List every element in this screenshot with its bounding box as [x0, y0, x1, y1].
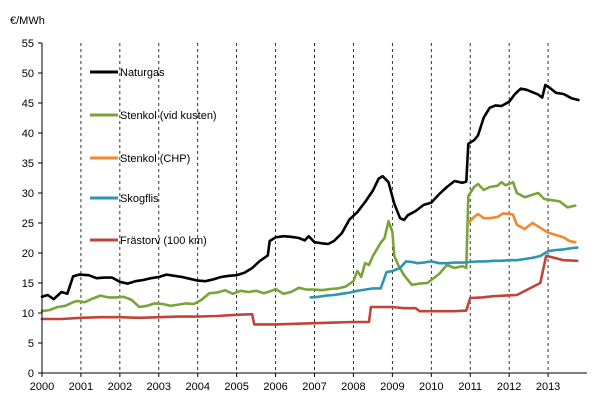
- y-tick-label: 55: [22, 38, 34, 50]
- x-tick-label: 2009: [380, 381, 404, 393]
- year-grid-lines: [80, 43, 549, 373]
- legend-label-stenkol-vid-kusten: Stenkol (vid kusten): [120, 110, 217, 122]
- series-line-stenkol-chp: [467, 212, 577, 244]
- x-tick-label: 2012: [497, 381, 521, 393]
- y-axis-ticks: 0 5 10 15 20 25 30 35 40 45 50 55: [22, 38, 42, 380]
- y-tick-label: 10: [22, 308, 34, 320]
- x-tick-label: 2005: [224, 381, 248, 393]
- y-tick-label: 15: [22, 278, 34, 290]
- series-line-naturgas: [40, 83, 580, 301]
- legend: Naturgas Stenkol (vid kusten) Stenkol (CHP…: [90, 67, 217, 247]
- y-tick-label: 30: [22, 188, 34, 200]
- x-tick-label: 2007: [302, 381, 326, 393]
- y-tick-label: 40: [22, 128, 34, 140]
- series-lines: [40, 83, 580, 326]
- y-tick-label: 25: [22, 218, 34, 230]
- legend-label-naturgas: Naturgas: [120, 67, 165, 79]
- x-axis-ticks: 2000 2001 2002 2003 2004 2005 2006 2007 2008 2009…: [30, 373, 560, 393]
- y-tick-label: 50: [22, 68, 34, 80]
- y-tick-label: 35: [22, 158, 34, 170]
- legend-label-fr-storv-100-km: Frästorv (100 km): [120, 235, 207, 247]
- y-unit-label: €/MWh: [10, 15, 45, 27]
- x-tick-label: 2004: [185, 381, 209, 393]
- series-line-skogflis: [309, 246, 579, 299]
- legend-label-skogflis: Skogflis: [120, 193, 159, 205]
- x-tick-label: 2003: [147, 381, 171, 393]
- x-tick-label: 2008: [341, 381, 365, 393]
- x-tick-label: 2011: [458, 381, 482, 393]
- x-tick-label: 2006: [263, 381, 287, 393]
- x-tick-label: 2013: [536, 381, 560, 393]
- y-tick-label: 0: [28, 368, 34, 380]
- x-tick-label: 2010: [419, 381, 443, 393]
- x-tick-label: 2000: [30, 381, 54, 393]
- legend-label-stenkol-chp: Stenkol (CHP): [120, 153, 190, 165]
- y-tick-label: 20: [22, 248, 34, 260]
- series-line-fr-storv-100-km: [40, 254, 579, 326]
- y-tick-label: 5: [28, 338, 34, 350]
- axes: [41, 43, 587, 374]
- series-line-stenkol-vid-kusten: [40, 180, 577, 313]
- x-tick-label: 2002: [108, 381, 132, 393]
- y-tick-label: 45: [22, 98, 34, 110]
- x-tick-label: 2001: [69, 381, 93, 393]
